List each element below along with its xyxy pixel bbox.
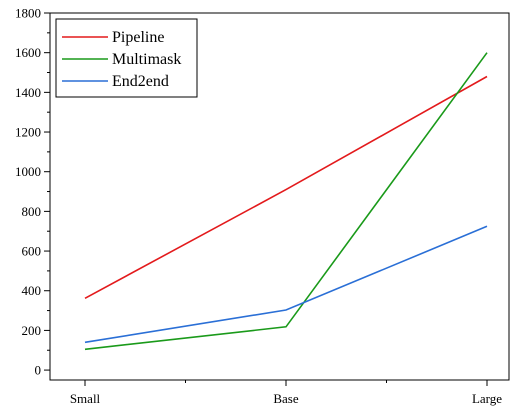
series-line-multimask <box>84 52 488 351</box>
legend: Pipeline Multimask End2end <box>55 18 198 98</box>
y-tick-label: 0 <box>35 363 42 378</box>
plot-frame <box>49 12 510 381</box>
series-line-end2end <box>84 225 488 344</box>
plot-border <box>49 12 510 381</box>
x-tick-label: Base <box>273 391 299 406</box>
x-tick-label: Small <box>70 391 101 406</box>
legend-box <box>55 18 198 98</box>
y-tick-label: 1200 <box>15 125 41 140</box>
y-tick-label: 800 <box>22 204 42 219</box>
y-tick-label: 400 <box>22 283 42 298</box>
x-axis: Small Base Large <box>70 380 502 406</box>
series-line-pipeline <box>84 75 488 300</box>
y-tick-label: 200 <box>22 323 42 338</box>
y-tick-label: 600 <box>22 244 42 259</box>
y-tick-label: 1600 <box>15 45 41 60</box>
legend-label-pipeline: Pipeline <box>112 29 164 46</box>
series-layer <box>84 52 488 351</box>
y-tick-label: 1400 <box>15 85 41 100</box>
legend-label-multimask: Multimask <box>112 51 181 68</box>
y-tick-label: 1800 <box>15 6 41 21</box>
y-tick-label: 1000 <box>15 164 41 179</box>
legend-label-end2end: End2end <box>112 73 169 90</box>
x-tick-label: Large <box>472 391 502 406</box>
y-axis: 0 200 400 600 800 1000 1200 1400 1600 1800 <box>15 6 50 378</box>
